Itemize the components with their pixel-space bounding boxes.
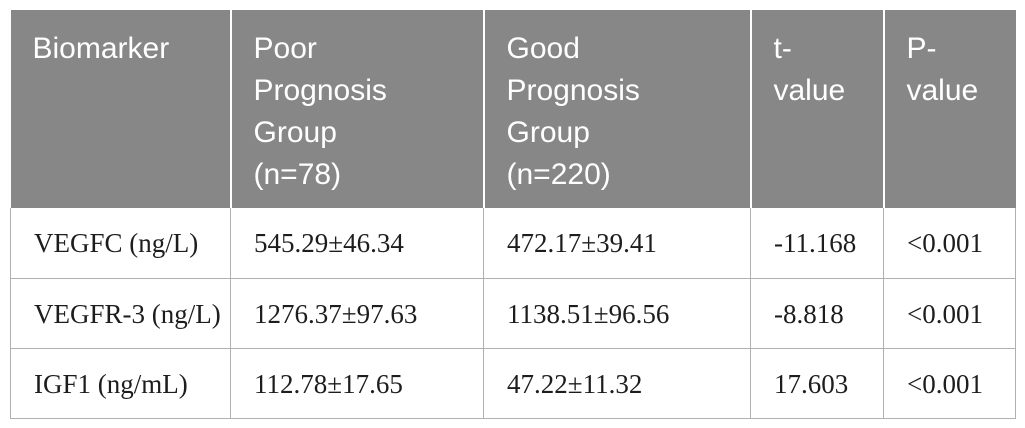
header-cell-t-value: t- value — [750, 10, 885, 208]
cell-p-value: <0.001 — [883, 347, 1016, 419]
table-row-vegfr3: VEGFR-3 (ng/L) 1276.37±97.63 1138.51±96.… — [10, 277, 1016, 349]
cell-good-prognosis: 472.17±39.41 — [483, 208, 751, 279]
table-row-igf1: IGF1 (ng/mL) 112.78±17.65 47.22±11.32 17… — [10, 347, 1016, 419]
cell-t-value: -11.168 — [750, 208, 884, 279]
cell-p-value: <0.001 — [883, 208, 1016, 279]
cell-poor-prognosis: 545.29±46.34 — [230, 208, 484, 279]
table-header: Biomarker Poor Prognosis Group (n=78) Go… — [10, 10, 1016, 208]
cell-good-prognosis: 1138.51±96.56 — [483, 277, 751, 349]
cell-p-value: <0.001 — [883, 277, 1016, 349]
cell-biomarker: IGF1 (ng/mL) — [10, 347, 231, 419]
biomarker-comparison-table: Biomarker Poor Prognosis Group (n=78) Go… — [10, 10, 1016, 419]
header-cell-good-prognosis-group: Good Prognosis Group (n=220) — [483, 10, 752, 208]
header-cell-biomarker: Biomarker — [10, 10, 232, 208]
header-cell-p-value: P- value — [883, 10, 1016, 208]
table-row-vegfc: VEGFC (ng/L) 545.29±46.34 472.17±39.41 -… — [10, 208, 1016, 279]
cell-poor-prognosis: 112.78±17.65 — [230, 347, 484, 419]
cell-biomarker: VEGFR-3 (ng/L) — [10, 277, 231, 349]
cell-biomarker: VEGFC (ng/L) — [10, 208, 231, 279]
table-body: VEGFC (ng/L) 545.29±46.34 472.17±39.41 -… — [10, 208, 1016, 419]
cell-poor-prognosis: 1276.37±97.63 — [230, 277, 484, 349]
cell-good-prognosis: 47.22±11.32 — [483, 347, 751, 419]
cell-t-value: 17.603 — [750, 347, 884, 419]
cell-t-value: -8.818 — [750, 277, 884, 349]
header-cell-poor-prognosis-group: Poor Prognosis Group (n=78) — [230, 10, 485, 208]
header-row: Biomarker Poor Prognosis Group (n=78) Go… — [10, 10, 1016, 208]
